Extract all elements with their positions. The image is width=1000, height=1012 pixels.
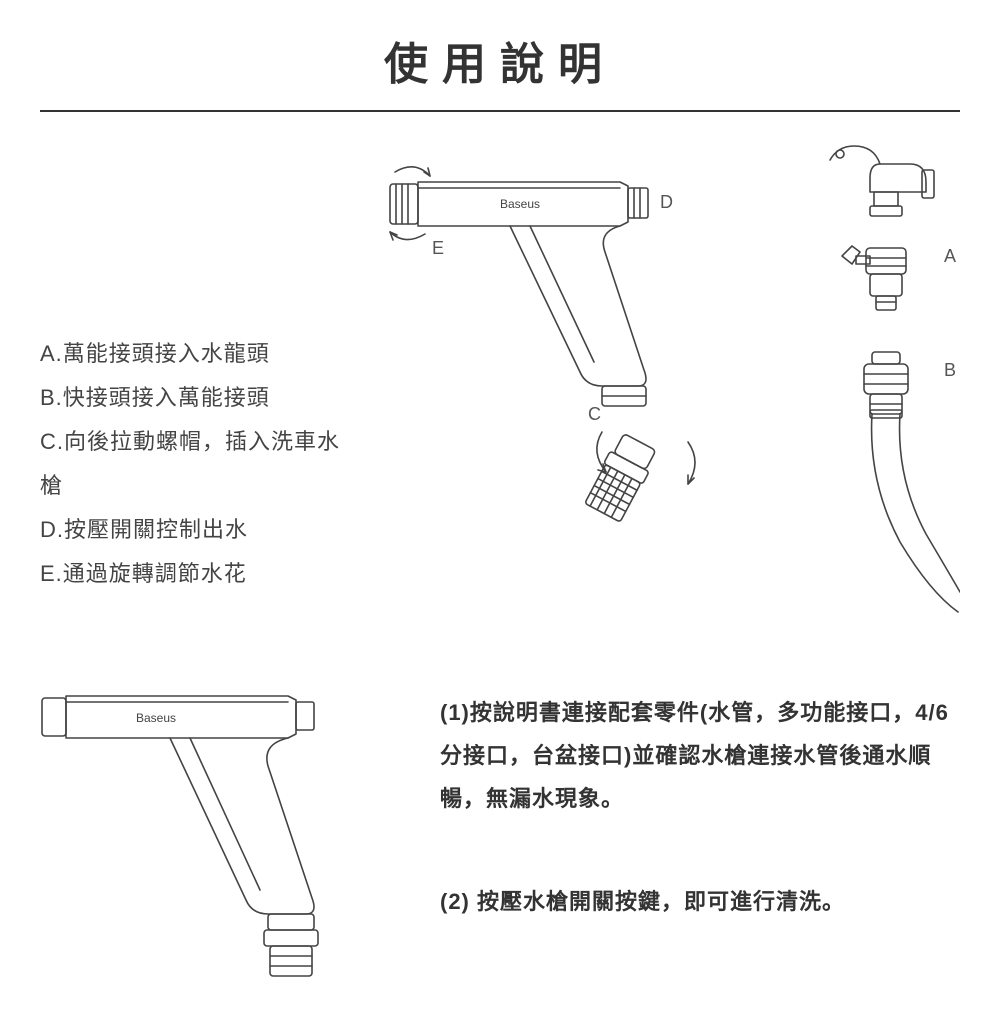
lower-section: Baseus (1)按說明書連接配套零件(水管，多功能接口，4/6分接口，台盆接… (0, 642, 1000, 1012)
instruction-e: E.通過旋轉調節水花 (40, 552, 350, 596)
label-a: A (944, 246, 956, 267)
label-d: D (660, 192, 673, 213)
steps-text: (1)按說明書連接配套零件(水管，多功能接口，4/6分接口，台盆接口)並確認水槍… (440, 672, 960, 1012)
step-1: (1)按說明書連接配套零件(水管，多功能接口，4/6分接口，台盆接口)並確認水槍… (440, 692, 960, 821)
page-title: 使用說明 (0, 0, 1000, 110)
instruction-d: D.按壓開關控制出水 (40, 508, 350, 552)
instruction-a: A.萬能接頭接入水龍頭 (40, 332, 350, 376)
brand-label: Baseus (500, 197, 540, 211)
faucet-diagram: A B (770, 142, 960, 642)
label-c: C (588, 404, 601, 425)
instruction-list: A.萬能接頭接入水龍頭 B.快接頭接入萬能接頭 C.向後拉動螺帽，插入洗車水槍 … (40, 142, 350, 642)
title-rule (40, 110, 960, 112)
upper-section: A.萬能接頭接入水龍頭 B.快接頭接入萬能接頭 C.向後拉動螺帽，插入洗車水槍 … (0, 142, 1000, 642)
instruction-c: C.向後拉動螺帽，插入洗車水槍 (40, 420, 350, 508)
step-2: (2) 按壓水槍開關按鍵，即可進行清洗。 (440, 881, 960, 924)
spray-gun-diagram-2: Baseus (40, 672, 400, 1012)
brand-label-2: Baseus (136, 711, 176, 725)
label-b: B (944, 360, 956, 381)
label-e: E (432, 238, 444, 259)
instruction-b: B.快接頭接入萬能接頭 (40, 376, 350, 420)
spray-gun-diagram: Baseus (370, 142, 750, 642)
